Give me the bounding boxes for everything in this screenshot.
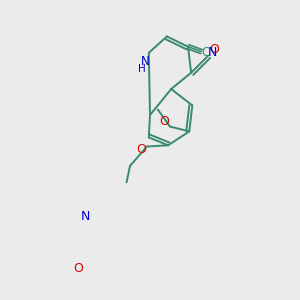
Text: N: N [208, 46, 217, 59]
Text: N: N [141, 55, 149, 68]
Text: O: O [136, 143, 146, 156]
Text: H: H [138, 64, 146, 74]
Text: N: N [81, 210, 91, 223]
Text: O: O [73, 262, 83, 275]
Text: O: O [159, 115, 169, 128]
Text: C: C [202, 46, 210, 59]
Text: O: O [209, 43, 219, 56]
